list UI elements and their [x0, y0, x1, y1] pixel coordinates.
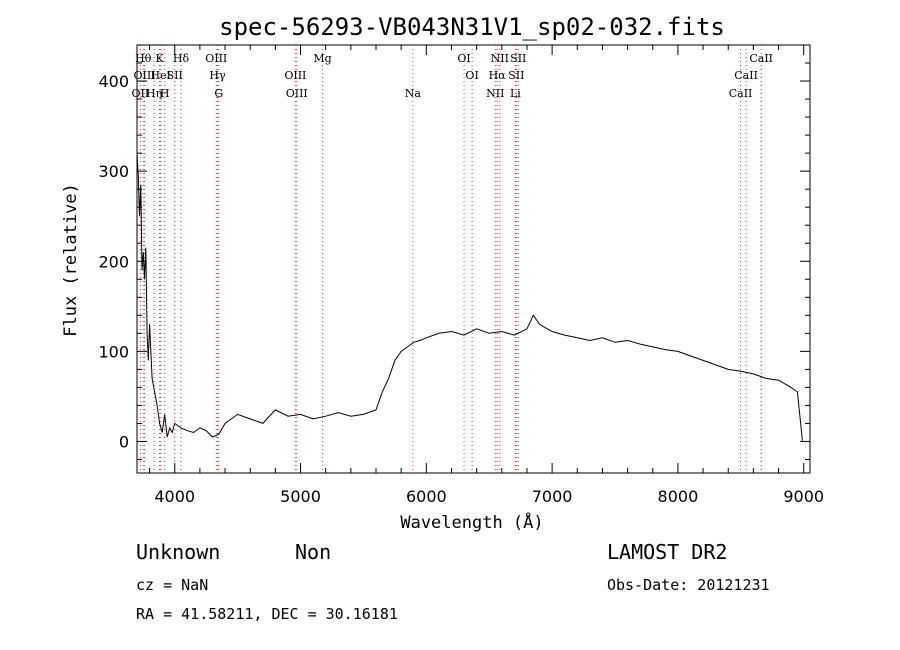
x-tick-label-5: 9000	[783, 487, 824, 506]
x-tick-label-1: 5000	[280, 487, 321, 506]
line-marker-label-8: Hδ	[173, 52, 190, 65]
line-marker-label-10: Hγ	[209, 69, 226, 82]
radec-text: RA = 41.58211, DEC = 30.16181	[136, 605, 398, 623]
subclass-text: Non	[295, 540, 331, 564]
line-marker-label-15: Na	[405, 87, 422, 100]
line-marker-label-13: OIII	[286, 87, 308, 100]
line-marker-label-17: OI	[465, 69, 478, 82]
y-tick-label-1: 100	[98, 342, 129, 361]
line-marker-label-26: CaII	[749, 52, 773, 65]
line-marker-label-23: SII	[510, 52, 526, 65]
x-axis-ticks: 4000 5000 6000 7000 8000 9000	[149, 45, 824, 506]
line-marker-label-19: NII	[491, 52, 509, 65]
line-marker-label-7: SII	[167, 69, 183, 82]
line-marker-label-21: Li	[510, 87, 521, 100]
line-marker-label-1: Hθ	[135, 52, 152, 65]
line-marker-label-18: NII	[486, 87, 504, 100]
line-marker-label-12: OIII	[284, 69, 306, 82]
line-marker-label-20: Hα	[489, 69, 507, 82]
line-marker-label-3: Hη	[146, 87, 162, 100]
y-tick-label-0: 0	[119, 432, 129, 451]
x-tick-label-0: 4000	[154, 487, 195, 506]
cz-text: cz = NaN	[136, 576, 208, 594]
line-marker-label-6: H	[160, 87, 170, 100]
x-tick-label-3: 7000	[532, 487, 573, 506]
class-text: Unknown	[136, 540, 220, 564]
line-marker-label-22: SII	[508, 69, 524, 82]
survey-text: LAMOST DR2	[607, 540, 727, 564]
line-marker-label-4: K	[156, 52, 165, 65]
chart-title: spec-56293-VB043N31V1_sp02-032.fits	[219, 13, 725, 41]
line-marker-label-9: OIII	[205, 52, 227, 65]
y-tick-label-4: 400	[98, 72, 129, 91]
x-axis-label: Wavelength (Å)	[400, 511, 543, 533]
line-marker-label-24: CaII	[729, 87, 753, 100]
line-marker-label-2: OIII	[134, 69, 156, 82]
line-marker-label-11: G	[214, 87, 223, 100]
line-marker-label-14: Mg	[313, 52, 331, 65]
y-axis-label: Flux (relative)	[61, 183, 81, 337]
x-tick-label-4: 8000	[658, 487, 699, 506]
x-tick-label-2: 6000	[406, 487, 447, 506]
line-marker-labels: OII Hθ OIII Hη K HeI H SII Hδ OIII Hγ G OIII OIII Mg Na…	[132, 52, 773, 100]
y-tick-label-3: 300	[98, 162, 129, 181]
line-marker-label-0: OII	[132, 87, 150, 100]
y-tick-label-2: 200	[98, 252, 129, 271]
obsdate-text: Obs-Date: 20121231	[607, 576, 770, 594]
plot-frame	[136, 44, 811, 474]
line-markers	[139, 45, 762, 473]
line-marker-label-25: CaII	[734, 69, 758, 82]
line-marker-label-16: OI	[457, 52, 470, 65]
spectrum-series-line	[136, 153, 803, 442]
line-marker-label-5: HeI	[151, 69, 171, 82]
y-axis-ticks: 0 100 200 300 400	[98, 44, 810, 460]
